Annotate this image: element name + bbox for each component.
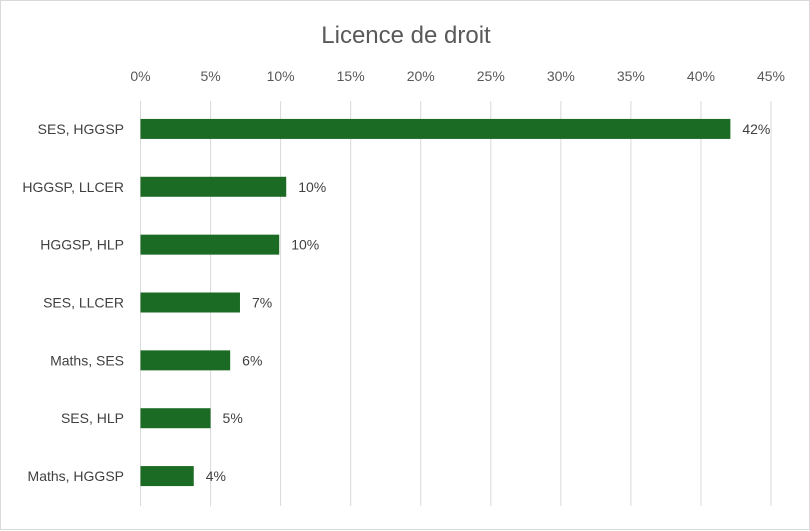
x-tick-label: 10% bbox=[267, 68, 295, 84]
data-label: 7% bbox=[252, 295, 272, 311]
category-label: Maths, SES bbox=[50, 352, 124, 368]
category-label: SES, LLCER bbox=[43, 295, 124, 311]
category-label: Maths, HGGSP bbox=[28, 468, 124, 484]
x-tick-label: 15% bbox=[337, 68, 365, 84]
bar bbox=[140, 408, 211, 429]
x-tick-label: 5% bbox=[200, 68, 220, 84]
bar bbox=[140, 292, 240, 313]
bar bbox=[140, 350, 231, 371]
data-label: 10% bbox=[298, 179, 326, 195]
data-label: 6% bbox=[242, 352, 262, 368]
x-tick-label: 20% bbox=[407, 68, 435, 84]
x-tick-label: 25% bbox=[477, 68, 505, 84]
category-label: HGGSP, HLP bbox=[40, 237, 124, 253]
x-tick-label: 35% bbox=[617, 68, 645, 84]
bar bbox=[140, 234, 280, 255]
x-tick-label: 40% bbox=[687, 68, 715, 84]
category-label: SES, HGGSP bbox=[38, 121, 124, 137]
data-label: 10% bbox=[291, 237, 319, 253]
data-label: 42% bbox=[742, 121, 770, 137]
bar bbox=[140, 118, 731, 139]
x-tick-label: 0% bbox=[130, 68, 150, 84]
x-tick-label: 30% bbox=[547, 68, 575, 84]
category-label: HGGSP, LLCER bbox=[22, 179, 124, 195]
data-label: 4% bbox=[206, 468, 226, 484]
category-label: SES, HLP bbox=[61, 410, 124, 426]
x-tick-label: 45% bbox=[757, 68, 785, 84]
bar bbox=[140, 176, 287, 197]
chart-title: Licence de droit bbox=[321, 22, 491, 49]
data-label: 5% bbox=[223, 410, 243, 426]
bar bbox=[140, 466, 194, 487]
